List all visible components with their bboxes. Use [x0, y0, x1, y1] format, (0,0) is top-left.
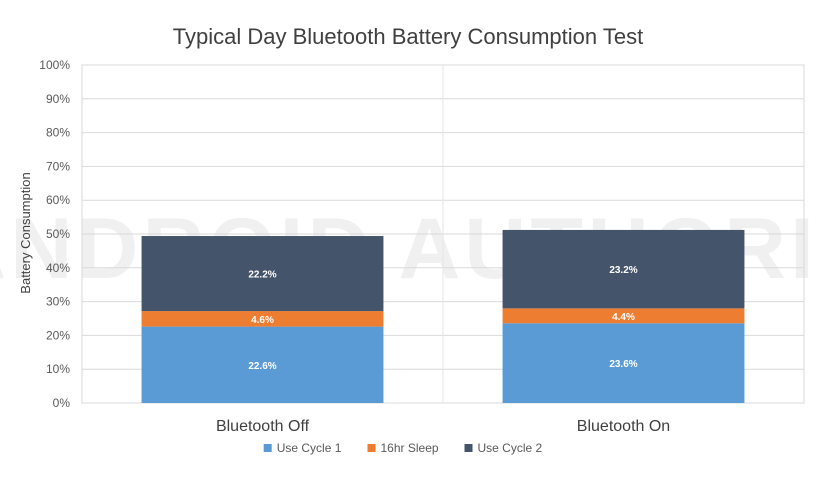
legend-swatch — [263, 444, 272, 452]
y-tick-label: 40% — [46, 261, 70, 275]
y-tick-label: 100% — [39, 58, 70, 72]
bar-segment — [502, 229, 745, 309]
y-tick-label: 0% — [53, 396, 71, 410]
y-tick-label: 80% — [46, 126, 70, 140]
y-tick-label: 70% — [46, 159, 70, 173]
legend-swatch — [464, 444, 473, 452]
y-axis-label: Battery Consumption — [18, 172, 33, 293]
legend: Use Cycle 1 16hr Sleep Use Cycle 2 — [263, 441, 543, 455]
bar-segment — [141, 311, 384, 327]
axes: 0% 10% 20% 30% 40% 50% 60% 70% 80% 90% 100% Bluetoo… — [39, 58, 670, 435]
legend-label: Use Cycle 1 — [277, 441, 342, 455]
legend-swatch — [367, 444, 376, 452]
chart-title: Typical Day Bluetooth Battery Consumptio… — [173, 24, 643, 49]
x-tick-label: Bluetooth Off — [216, 418, 310, 435]
bar-segment — [502, 308, 745, 324]
bars: 22.6% 4.6% 22.2% 23.6% 4.4% 23.2% — [141, 229, 745, 403]
data-label: 22.2% — [248, 270, 276, 281]
y-tick-label: 50% — [46, 227, 70, 241]
data-label: 23.6% — [609, 359, 637, 370]
legend-label: 16hr Sleep — [381, 441, 439, 455]
data-label: 23.2% — [609, 265, 637, 276]
bar-segment — [141, 326, 384, 403]
bar-segment — [141, 236, 384, 312]
y-tick-label: 90% — [46, 92, 70, 106]
y-tick-label: 30% — [46, 295, 70, 309]
x-tick-label: Bluetooth On — [577, 418, 670, 435]
legend-label: Use Cycle 2 — [478, 441, 543, 455]
y-tick-label: 60% — [46, 193, 70, 207]
y-tick-label: 10% — [46, 362, 70, 376]
data-label: 4.6% — [251, 315, 274, 326]
y-tick-label: 20% — [46, 328, 70, 342]
data-label: 4.4% — [612, 312, 635, 323]
bar-segment — [502, 323, 745, 403]
data-label: 22.6% — [248, 361, 276, 372]
